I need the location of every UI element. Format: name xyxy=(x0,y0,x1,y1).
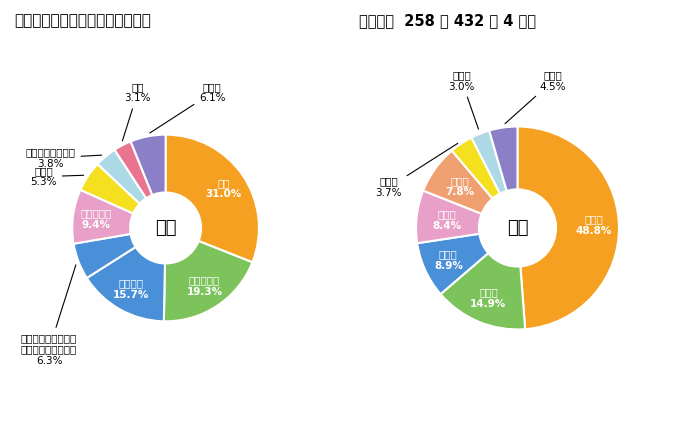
Wedge shape xyxy=(423,151,493,214)
Wedge shape xyxy=(489,127,518,191)
Text: 歳入: 歳入 xyxy=(155,219,177,237)
Text: 市税
31.0%: 市税 31.0% xyxy=(206,178,242,199)
Text: その他
4.5%: その他 4.5% xyxy=(505,70,566,124)
Text: 公債費
3.0%: 公債費 3.0% xyxy=(448,70,478,129)
Wedge shape xyxy=(471,131,506,194)
Text: 予算総額  258 億 432 万 4 千円: 予算総額 258 億 432 万 4 千円 xyxy=(359,13,536,29)
Text: 衛生費
8.9%: 衛生費 8.9% xyxy=(434,249,463,270)
Text: 歳出: 歳出 xyxy=(506,219,529,237)
Wedge shape xyxy=(74,234,136,278)
Wedge shape xyxy=(130,135,166,195)
Text: 地方消費税交付金
3.8%: 地方消費税交付金 3.8% xyxy=(26,147,101,169)
Wedge shape xyxy=(81,164,140,214)
Text: 教育費
14.9%: 教育費 14.9% xyxy=(471,287,506,309)
Text: 地方交付税
9.4%: 地方交付税 9.4% xyxy=(81,208,112,230)
Wedge shape xyxy=(164,241,253,321)
Text: 繰入金
5.3%: 繰入金 5.3% xyxy=(30,166,83,187)
Wedge shape xyxy=(518,127,619,329)
Wedge shape xyxy=(115,141,152,198)
Wedge shape xyxy=(416,190,482,243)
Wedge shape xyxy=(452,138,500,198)
Wedge shape xyxy=(440,253,525,329)
Wedge shape xyxy=(97,150,146,204)
Text: 国庫支出金
19.3%: 国庫支出金 19.3% xyxy=(186,275,222,297)
Wedge shape xyxy=(166,135,259,262)
Text: その他
6.1%: その他 6.1% xyxy=(150,82,226,133)
Text: 土木費
7.8%: 土木費 7.8% xyxy=(445,176,474,198)
Wedge shape xyxy=(72,190,133,244)
Text: 消防費
3.7%: 消防費 3.7% xyxy=(375,143,457,198)
Text: 総務費
8.4%: 総務費 8.4% xyxy=(433,209,462,231)
Text: 市債
3.1%: 市債 3.1% xyxy=(122,82,151,141)
Wedge shape xyxy=(417,234,489,294)
Text: 都支出金
15.7%: 都支出金 15.7% xyxy=(113,278,150,300)
Text: 民生費
48.8%: 民生費 48.8% xyxy=(575,214,612,236)
Wedge shape xyxy=(87,247,165,321)
Text: 令和元年度一般会計予算の構成比: 令和元年度一般会計予算の構成比 xyxy=(14,13,150,29)
Text: 国有提供施設等所在
市町村助成交付金等
6.3%: 国有提供施設等所在 市町村助成交付金等 6.3% xyxy=(21,265,77,366)
